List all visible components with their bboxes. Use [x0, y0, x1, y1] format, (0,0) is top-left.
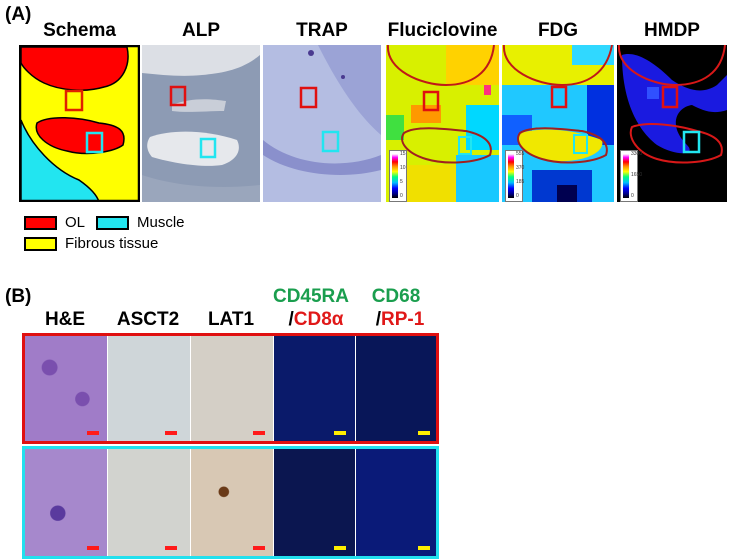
- scale-bar: [87, 431, 99, 435]
- lat1-image-muscle: [191, 449, 273, 556]
- cd45ra-cd8a-image-muscle: [274, 449, 355, 556]
- hmdp-spect-image: 3300 1650 0: [617, 45, 727, 202]
- column-title-fluciclovine: Fluciclovine: [387, 20, 498, 41]
- asct2-image-muscle: [108, 449, 190, 556]
- hmdp-color-scale: 3300 1650 0: [620, 150, 642, 202]
- asct2-image-ol: [108, 336, 190, 441]
- column-title-cd68: CD68: [371, 286, 421, 307]
- legend-item-fibrous-tissue: Fibrous tissue: [24, 235, 158, 252]
- legend-item-muscle: Muscle: [96, 214, 185, 231]
- panel-a-label: (A): [5, 4, 32, 25]
- scale-bar: [165, 546, 177, 550]
- legend-swatch-muscle: [96, 215, 129, 230]
- legend-label-ol: OL: [65, 214, 86, 231]
- cd45ra-cd8a-image-ol: [274, 336, 355, 441]
- panel-b-label: (B): [5, 286, 32, 307]
- scale-bar: [253, 431, 265, 435]
- column-title-alp: ALP: [182, 20, 220, 41]
- scale-bar: [165, 431, 177, 435]
- scale-bar: [334, 431, 346, 435]
- legend-swatch-ol: [24, 215, 57, 230]
- fdg-pet-image: 555 370 185 0: [502, 45, 614, 202]
- row-ol: [22, 333, 439, 444]
- fdg-color-scale: 555 370 185 0: [505, 150, 524, 202]
- scale-bar: [334, 546, 346, 550]
- fluciclovine-color-scale: 15 10 5 0: [389, 150, 407, 202]
- row-muscle: [22, 446, 439, 559]
- he-image-ol: [25, 336, 107, 441]
- legend-item-ol: OL: [24, 214, 85, 231]
- column-title-cd45ra: CD45RA: [272, 286, 350, 307]
- column-title-hmdp: HMDP: [644, 20, 700, 41]
- hmdp-heatmap: [617, 45, 727, 164]
- cd68-rp1-image-ol: [356, 336, 436, 441]
- column-title-schema: Schema: [43, 20, 116, 41]
- legend-label-fibrous-tissue: Fibrous tissue: [65, 235, 159, 252]
- lat1-image-ol: [191, 336, 273, 441]
- legend-swatch-fibrous-tissue: [24, 236, 57, 251]
- fluciclovine-heatmap: [386, 45, 499, 202]
- column-title-fdg: FDG: [537, 20, 579, 41]
- column-title-trap: TRAP: [296, 20, 348, 41]
- scale-bar: [87, 546, 99, 550]
- column-title-asct2: ASCT2: [116, 309, 180, 330]
- column-title-cd8a: /CD8α: [288, 309, 344, 330]
- column-title-lat1: LAT1: [207, 309, 255, 330]
- scale-bar: [253, 546, 265, 550]
- alp-tissue-texture: [142, 45, 260, 202]
- scale-bar: [418, 431, 430, 435]
- column-title-rp1: /RP-1: [375, 309, 425, 330]
- he-image-muscle: [25, 449, 107, 556]
- legend-label-muscle: Muscle: [137, 214, 185, 231]
- trap-stain-image: [263, 45, 381, 202]
- schema-panel: [19, 45, 140, 202]
- cd68-rp1-image-muscle: [356, 449, 436, 556]
- scale-bar: [418, 546, 430, 550]
- schema-diagram: [19, 45, 140, 202]
- column-title-he: H&E: [44, 309, 86, 330]
- fdg-heatmap: [502, 45, 614, 202]
- fluciclovine-pet-image: 15 10 5 0: [386, 45, 499, 202]
- alp-stain-image: [142, 45, 260, 202]
- trap-tissue-texture: [263, 45, 381, 175]
